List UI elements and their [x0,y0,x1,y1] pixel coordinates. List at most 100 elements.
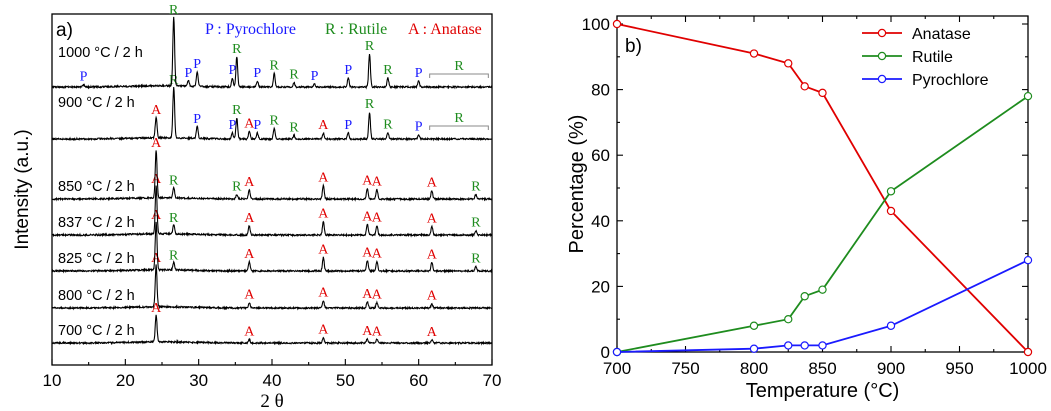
xrd-trace [51,314,493,346]
xrd-trace [51,150,493,202]
peak-label: A [318,323,329,338]
peak-label: R [471,216,481,231]
peak-label: A [318,118,329,133]
xrd-trace [51,264,493,311]
y-tick-label: 40 [591,212,610,231]
peak-label: R [169,174,179,189]
peak-label: R [365,39,375,54]
x-tick-label: 1000 [1009,359,1047,378]
y-tick-label: 20 [591,277,610,296]
x-axis-label: 2 θ [260,391,283,411]
peak-label: A [362,324,373,339]
peak-label: P [229,118,237,133]
data-point [749,344,759,353]
data-point [1023,255,1033,265]
panel-label: b) [625,36,642,57]
peak-label: A [318,171,329,186]
peak-label: A [244,117,255,132]
peak-label: P [415,120,423,135]
data-point [818,88,827,98]
peak-label: A [372,324,383,339]
legend-label: Anatase [912,26,971,43]
peak-label: R [169,73,179,88]
xrd-trace [51,221,493,274]
x-tick-label: 70 [483,371,502,390]
peak-label: A [151,103,162,118]
peak-label: A [372,174,383,189]
data-point [818,285,827,294]
peak-label: R [169,3,179,18]
x-tick-label: 700 [603,359,631,378]
y-tick-label: 100 [582,15,610,34]
legend-entry: R : Rutile [325,21,387,38]
data-point [800,82,809,91]
data-point [784,341,793,350]
x-tick-label: 850 [808,359,836,378]
data-point [784,59,793,68]
peak-label: A [151,208,162,223]
peak-label: A [427,325,438,340]
x-tick-label: 950 [945,359,973,378]
peak-label: A [372,210,383,225]
xrd-trace [51,16,493,90]
data-point [800,292,809,301]
peak-label: P [253,66,261,81]
peak-label: A [151,136,162,151]
plot-frame [616,15,1029,353]
peak-label: A [244,324,255,339]
data-point [818,341,827,350]
peak-label: A [244,211,255,226]
data-point [886,321,896,330]
peak-bracket [429,73,489,78]
x-tick-label: 50 [336,371,355,390]
sample-label: 900 °C / 2 h [58,95,135,111]
data-point [1023,347,1033,357]
data-point [612,347,622,357]
peak-label: A [362,210,373,225]
peak-label: R [232,103,242,118]
peak-label: A [362,287,373,302]
legend-marker [877,74,887,84]
peak-label: A [372,288,383,303]
peak-label: P [344,63,352,78]
data-point [886,206,896,216]
bracket-label: R [454,111,464,126]
peak-label: A [427,289,438,304]
data-point [886,187,896,196]
peak-label: P [415,66,423,81]
peak-label: A [372,246,383,261]
peak-label: P [80,70,88,85]
sample-label: 837 °C / 2 h [58,215,135,231]
peak-label: R [270,59,280,74]
legend-marker [877,51,887,61]
peak-label: P [311,69,319,84]
peak-label: A [427,248,438,263]
y-tick-label: 80 [591,81,610,100]
peak-label: P [344,118,352,133]
percentage-panel: 700 750 800 850 900 950 1000 0 20 40 60 80 100 Temper… [566,15,1047,402]
peak-label: P [193,57,201,72]
peak-label: A [151,172,162,187]
peak-label: R [270,114,280,129]
peak-label: A [362,174,373,189]
y-tick-label: 0 [601,343,610,362]
peak-label: P [253,118,261,133]
peak-label: A [318,243,329,258]
peak-label: A [244,247,255,262]
peak-label: A [244,288,255,303]
legend-entry: P : Pyrochlore [205,21,296,38]
data-point [612,19,622,29]
peak-label: P [229,63,237,78]
x-tick-label: 750 [671,359,699,378]
peak-label: A [318,207,329,222]
peak-label: R [289,120,299,135]
peak-label: R [169,211,179,226]
peak-label: A [427,212,438,227]
series-line [616,95,1029,353]
peak-label: R [169,249,179,264]
peak-label: P [193,112,201,127]
data-point [800,341,809,350]
peak-label: R [471,180,481,195]
peak-label: R [232,180,242,195]
